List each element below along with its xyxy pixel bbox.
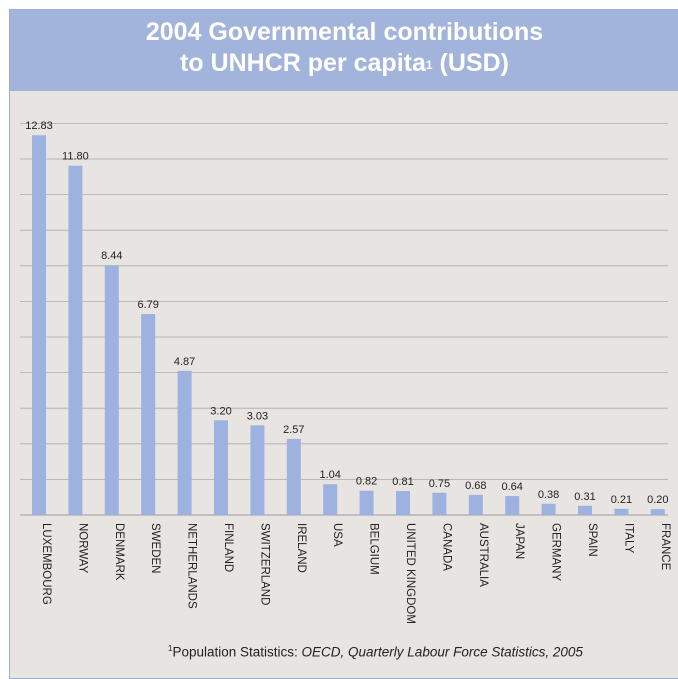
data-label: 2.57 [283,424,304,436]
data-label: 6.79 [137,299,158,311]
data-label: 0.21 [611,494,632,506]
data-label: 0.20 [647,494,668,506]
category-tick-label: USA [331,523,343,547]
footnote-prefix: Population Statistics: [172,644,302,660]
data-label: 1.04 [319,469,340,481]
bar-sweden [141,314,156,515]
category-tick-label: NETHERLANDS [186,523,198,609]
bar-germany [541,503,556,515]
data-label: 0.31 [574,491,595,503]
bar-netherlands [177,370,192,515]
data-label: 4.87 [174,356,195,368]
category-tick-label: LUXEMBOURG [40,523,52,605]
bar-luxembourg [32,135,46,515]
bar-ireland [286,438,301,515]
title-line-2-main: to UNHCR per capita [180,49,426,77]
footnote-marker: 1 [168,644,173,653]
data-label: 8.44 [101,250,122,262]
data-label: 3.20 [210,405,231,417]
bar-australia [468,494,483,515]
category-tick-label: NORWAY [76,523,88,574]
data-label: 12.83 [25,120,53,132]
title-line-2: to UNHCR per capita1 (USD) [10,48,678,79]
category-tick-label: SWITZERLAND [258,523,270,605]
category-tick-label: DENMARK [113,523,125,581]
category-tick-label: CANADA [440,523,452,571]
title-footnote-marker: 1 [425,58,433,72]
bar-denmark [104,265,119,515]
category-tick-label: BELGIUM [368,523,380,575]
category-tick-label: SWEDEN [149,523,161,573]
data-label: 0.75 [429,478,450,490]
title-line-2-unit: (USD) [432,49,509,77]
bar-spain [578,505,592,515]
category-tick-label: FINLAND [222,523,234,572]
footnote: 1Population Statistics: OECD, Quarterly … [168,644,583,660]
bar-finland [214,420,228,515]
data-label: 11.80 [62,151,89,163]
category-tick-label: SPAIN [586,523,598,557]
data-label: 0.64 [501,481,522,493]
bar-canada [432,492,447,515]
bar-switzerland [250,425,265,515]
category-tick-label: AUSTRALIA [477,523,489,587]
bar-italy [614,508,629,515]
bar-belgium [359,490,374,515]
bar-united-kingdom [396,491,410,515]
category-tick-label: GERMANY [550,523,562,581]
category-tick-label: UNITED KINGDOM [404,523,416,624]
title-line-1: 2004 Governmental contributions [145,18,544,46]
category-tick-label: FRANCE [659,523,671,571]
bar-france [650,509,665,515]
data-label: 0.81 [392,476,413,488]
category-tick-label: ITALY [622,523,634,554]
data-label: 3.03 [247,410,268,422]
chart-title: 2004 Governmental contributions to UNHCR… [10,10,678,91]
bar-usa [323,484,338,515]
category-tick-label: IRELAND [295,523,307,573]
data-label: 0.38 [538,489,559,501]
category-tick-label: JAPAN [513,523,525,559]
data-label: 0.68 [465,480,486,492]
chart-frame: 2004 Governmental contributions to UNHCR… [9,9,678,679]
data-label: 0.82 [356,476,377,488]
bar-japan [505,496,520,515]
footnote-source: OECD, Quarterly Labour Force Statistics,… [301,644,583,660]
bar-norway [68,165,83,515]
